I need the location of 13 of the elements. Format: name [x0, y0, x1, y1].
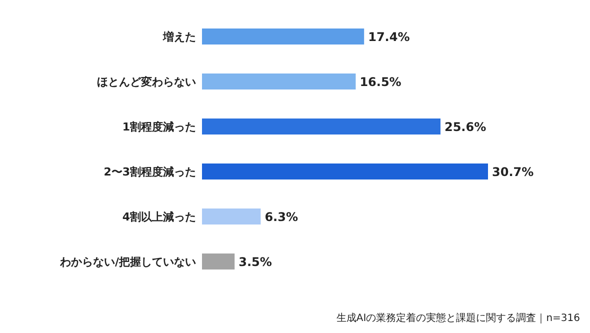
annotation: 生成AIの業務定着の実態と課題に関する調査｜n=316	[336, 313, 580, 324]
category-label: 1割程度減った	[122, 120, 196, 134]
category-label: 増えた	[163, 30, 196, 44]
category-label: わからない/把握していない	[60, 256, 196, 268]
data-label: 16.5%	[360, 75, 402, 89]
category-label: 2〜3割程度減った	[104, 166, 196, 178]
category-label: 4割以上減った	[122, 210, 196, 224]
data-label: 25.6%	[444, 120, 486, 134]
data-label: 6.3%	[264, 210, 298, 224]
data-label: 3.5%	[238, 255, 272, 269]
data-label: 30.7%	[492, 165, 534, 179]
category-label: ほとんど変わらない	[97, 76, 196, 88]
data-label: 17.4%	[368, 30, 410, 44]
